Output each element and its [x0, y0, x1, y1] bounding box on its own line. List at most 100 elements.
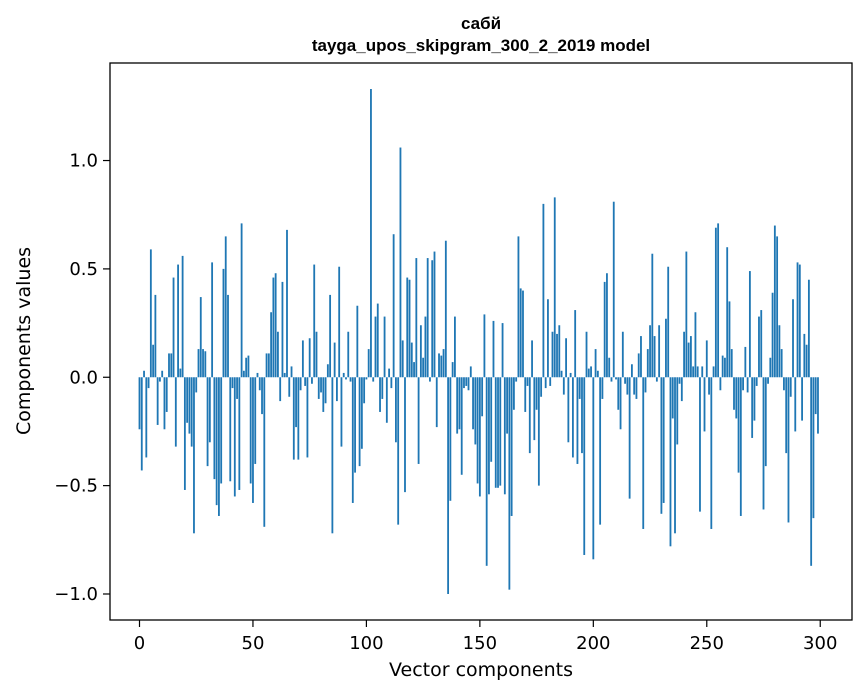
bar — [608, 357, 611, 378]
bar — [544, 377, 547, 389]
bar — [522, 290, 524, 378]
bar — [272, 277, 275, 378]
bar — [340, 377, 343, 447]
bar — [560, 370, 563, 378]
bar — [653, 336, 656, 378]
bar — [769, 357, 772, 378]
bar — [510, 377, 513, 516]
bar — [174, 377, 177, 447]
bar — [662, 377, 665, 503]
bar — [689, 336, 692, 378]
bar — [751, 377, 754, 438]
bar — [728, 301, 731, 378]
bar — [456, 377, 459, 434]
bar — [724, 357, 726, 378]
bar — [326, 364, 329, 378]
bar — [395, 377, 397, 443]
bar — [424, 316, 427, 378]
bar — [755, 377, 758, 386]
bar — [651, 253, 654, 378]
x-tick-label: 0 — [134, 633, 145, 654]
bar — [526, 377, 529, 386]
bar — [360, 377, 363, 449]
bar — [458, 377, 461, 430]
bar — [556, 333, 558, 378]
bar — [569, 372, 572, 378]
bar — [810, 377, 813, 566]
bar — [630, 364, 633, 378]
bar — [687, 342, 690, 378]
bar — [733, 377, 735, 410]
bar — [199, 297, 202, 378]
bar — [242, 370, 245, 378]
bar — [692, 366, 695, 378]
x-tick-label: 200 — [576, 633, 610, 654]
bar — [696, 366, 699, 378]
bar — [224, 236, 227, 378]
bar — [708, 377, 710, 395]
bar — [415, 258, 418, 378]
bar — [537, 377, 540, 486]
bar — [145, 377, 148, 458]
bar — [390, 377, 393, 389]
bar — [753, 377, 756, 421]
bar — [783, 377, 785, 391]
bar — [814, 377, 817, 415]
y-axis-ticks: −1.0 −0.5 0.0 0.5 1.0 — [54, 151, 110, 605]
bar — [646, 349, 649, 378]
bar — [485, 377, 488, 566]
bar — [483, 314, 486, 378]
bar — [329, 294, 332, 378]
bar — [381, 377, 384, 399]
bar — [524, 377, 527, 412]
bar — [603, 281, 606, 378]
bar — [263, 377, 266, 527]
bar — [535, 377, 538, 410]
bar — [599, 377, 602, 525]
bar — [283, 372, 286, 378]
bar — [444, 240, 447, 378]
y-axis-label: Components values — [13, 247, 35, 435]
bar — [785, 377, 788, 454]
x-tick-label: 50 — [242, 633, 265, 654]
bar — [295, 377, 297, 428]
bar — [247, 355, 250, 378]
bar — [379, 377, 381, 412]
bar — [578, 377, 581, 399]
bar — [699, 377, 701, 512]
bar — [494, 377, 497, 488]
bar — [356, 305, 359, 378]
x-tick-label: 300 — [803, 633, 837, 654]
bar — [798, 264, 801, 378]
bar — [238, 377, 241, 490]
bar — [181, 255, 184, 378]
bar — [481, 377, 484, 417]
bar — [354, 377, 356, 473]
bar — [351, 377, 354, 503]
bar — [388, 368, 391, 378]
plot-frame — [109, 62, 853, 621]
bar — [649, 325, 651, 378]
bar — [404, 377, 406, 493]
bar — [610, 377, 613, 382]
bar — [165, 377, 168, 412]
bar — [193, 377, 195, 534]
x-tick-label: 250 — [690, 633, 724, 654]
bar — [508, 377, 511, 590]
y-tick-label: −1.0 — [54, 584, 98, 605]
chart-subtitle: tayga_upos_skipgram_300_2_2019 model — [312, 36, 650, 55]
bar — [277, 331, 279, 378]
bar — [767, 377, 769, 384]
bar — [331, 377, 334, 534]
bar — [615, 377, 617, 380]
bar — [286, 229, 288, 378]
bar — [220, 377, 223, 484]
x-axis-label: Vector components — [389, 659, 573, 681]
bar — [156, 377, 159, 425]
bar — [644, 377, 647, 393]
bar — [460, 377, 463, 475]
bar — [626, 377, 629, 395]
bar — [680, 377, 683, 402]
bar — [333, 342, 336, 378]
bar — [313, 264, 316, 378]
